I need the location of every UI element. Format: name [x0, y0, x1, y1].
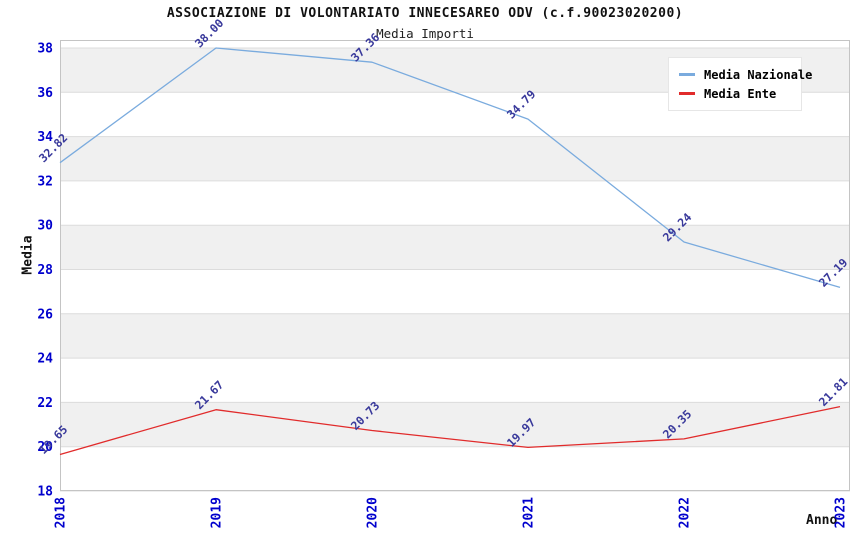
- series-line-media-nazionale: [59, 47, 841, 289]
- legend-item-media-ente: Media Ente: [679, 84, 801, 103]
- x-tick-label: 2018: [54, 497, 69, 528]
- y-tick-label: 38: [37, 42, 53, 57]
- legend-label-media-nazionale: Media Nazionale: [704, 67, 813, 82]
- x-tick-label: 2019: [210, 497, 225, 528]
- y-tick-label: 20: [37, 440, 53, 455]
- x-axis-label: Anno: [806, 513, 838, 528]
- chart-subtitle: Media Importi: [376, 26, 474, 41]
- legend-swatch-media-nazionale: [679, 73, 695, 76]
- legend-swatch-media-ente: [679, 92, 695, 95]
- y-tick-label: 24: [37, 352, 53, 367]
- y-tick-label: 36: [37, 86, 53, 101]
- y-tick-label: 28: [37, 263, 53, 278]
- y-tick-label: 26: [37, 307, 53, 322]
- chart-title: ASSOCIAZIONE DI VOLONTARIATO INNECESAREO…: [166, 6, 684, 21]
- grid-band: [60, 225, 850, 270]
- y-tick-label: 18: [37, 485, 53, 500]
- legend-label-media-ente: Media Ente: [704, 86, 777, 101]
- grid-band: [60, 313, 850, 359]
- legend-item-media-nazionale: Media Nazionale: [679, 65, 812, 84]
- y-tick-label: 22: [37, 396, 53, 411]
- x-tick-label: 2020: [366, 497, 381, 528]
- y-tick-label: 30: [37, 219, 53, 234]
- grid-band: [60, 136, 850, 181]
- x-tick-label: 2021: [522, 497, 537, 528]
- x-tick-label: 2022: [678, 497, 693, 528]
- series-line-media-ente: [59, 405, 841, 456]
- y-tick-label: 34: [37, 130, 53, 145]
- x-tick-label: 2023: [834, 497, 849, 528]
- legend: Media Nazionale Media Ente: [668, 57, 812, 111]
- y-tick-label: 32: [37, 174, 53, 189]
- point-label-media-nazionale: 38.00: [192, 16, 226, 50]
